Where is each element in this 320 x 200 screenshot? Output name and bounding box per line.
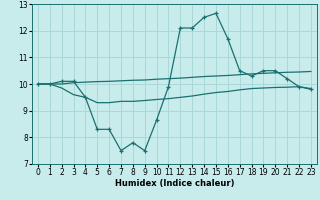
X-axis label: Humidex (Indice chaleur): Humidex (Indice chaleur): [115, 179, 234, 188]
